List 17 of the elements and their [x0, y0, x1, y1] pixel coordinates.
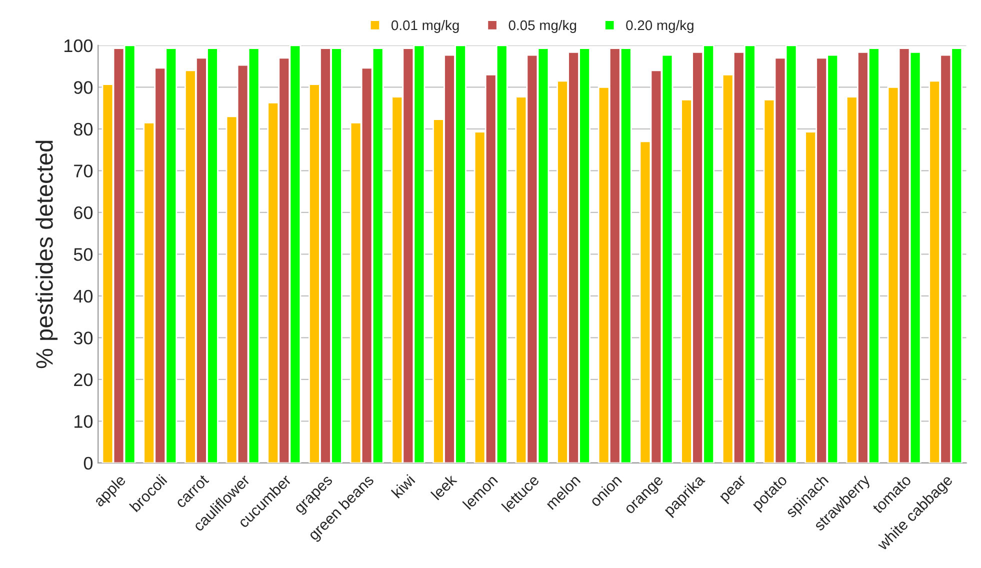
- legend-label: 0.20 mg/kg: [626, 20, 694, 33]
- y-tick-label: 20: [74, 373, 93, 386]
- y-tick-label: 30: [74, 332, 93, 344]
- y-tick-label: 50: [74, 248, 93, 261]
- y-tick-label: 90: [74, 81, 93, 94]
- x-tick-label: leek: [430, 473, 458, 500]
- legend-label: 0.01 mg/kg: [391, 20, 459, 33]
- y-axis-title: % pesticides detected: [36, 140, 58, 368]
- y-tick-label: 70: [74, 164, 93, 178]
- y-tick-label: 40: [74, 290, 93, 303]
- y-tick-label: 100: [64, 39, 93, 52]
- y-tick-label: 0: [84, 456, 93, 470]
- y-tick-label: 60: [74, 206, 93, 220]
- legend-label: 0.05 mg/kg: [508, 20, 576, 33]
- x-tick-label: kiwi: [390, 474, 416, 498]
- y-tick-label: 10: [74, 415, 93, 428]
- y-tick-label: 80: [74, 122, 93, 136]
